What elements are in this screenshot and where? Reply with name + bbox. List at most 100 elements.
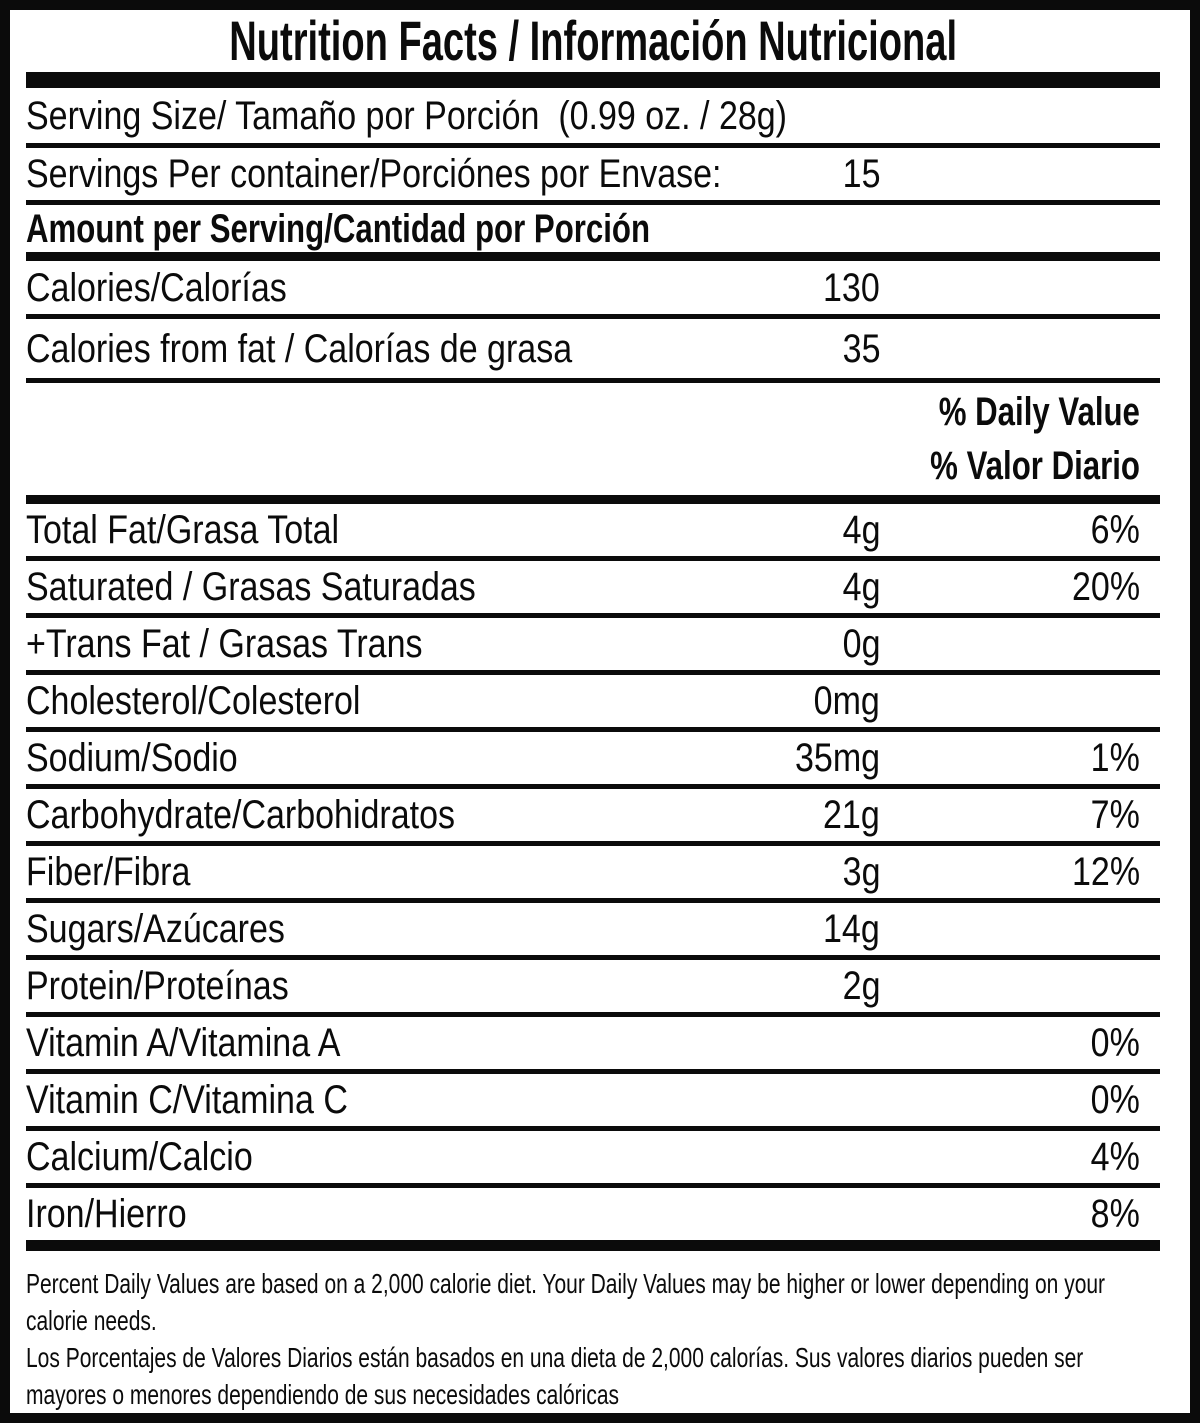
nutrient-daily-value: 0%: [1090, 1021, 1140, 1065]
nutrient-label: Vitamin A/Vitamina A: [26, 1021, 341, 1065]
nutrient-label-cell: Calcium/Calcio: [26, 1137, 580, 1177]
nutrient-amount: 2g: [842, 964, 880, 1008]
nutrient-row-carbohydrate: Carbohydrate/Carbohidratos 21g 7%: [26, 789, 1160, 846]
servings-per-container-cell: Servings Per container/Porciónes por Env…: [26, 154, 721, 194]
serving-size-label: Serving Size/ Tamaño por Porción (0.99 o…: [26, 93, 788, 138]
nutrient-dv-cell: 7%: [880, 795, 1160, 835]
nutrient-label-cell: Iron/Hierro: [26, 1194, 580, 1234]
serving-size-row: Serving Size/ Tamaño por Porción (0.99 o…: [26, 88, 1160, 148]
nutrient-dv-cell: 4%: [880, 1137, 1160, 1177]
nutrient-dv-cell: [880, 966, 1160, 1006]
nutrient-label: Sodium/Sodio: [26, 736, 238, 780]
nutrient-label: Iron/Hierro: [26, 1192, 187, 1236]
nutrient-amount: 3g: [842, 850, 880, 894]
nutrient-amount: 0mg: [813, 679, 880, 723]
nutrient-row-trans-fat: +Trans Fat / Grasas Trans 0g: [26, 618, 1160, 675]
nutrient-row-vitamin-a: Vitamin A/Vitamina A 0%: [26, 1017, 1160, 1074]
nutrient-amount-cell: 4g: [580, 567, 880, 607]
footnote-line-es-2: mayores o menores dependiendo de sus nec…: [26, 1379, 620, 1410]
nutrient-amount-cell: [580, 1194, 880, 1234]
calories-row: Calories/Calorías 130: [26, 261, 1160, 319]
label-title-text: Nutrition Facts / Información Nutriciona…: [229, 9, 957, 72]
nutrient-amount-cell: 21g: [580, 795, 880, 835]
footnote-line-es-1: Los Porcentajes de Valores Diarios están…: [26, 1342, 1084, 1373]
nutrient-label-cell: Protein/Proteínas: [26, 966, 580, 1006]
nutrient-label: Saturated / Grasas Saturadas: [26, 565, 476, 609]
nutrient-label-cell: +Trans Fat / Grasas Trans: [26, 624, 580, 664]
nutrient-label-cell: Fiber/Fibra: [26, 852, 580, 892]
servings-per-container-value: 15: [842, 152, 880, 196]
nutrient-row-vitamin-c: Vitamin C/Vitamina C 0%: [26, 1074, 1160, 1131]
nutrient-daily-value: 12%: [1071, 850, 1140, 894]
nutrient-amount: 4g: [842, 565, 880, 609]
footnote-line-en-1: Percent Daily Values are based on a 2,00…: [26, 1268, 1106, 1299]
nutrient-amount-cell: [580, 1080, 880, 1120]
nutrient-label: Total Fat/Grasa Total: [26, 508, 340, 552]
nutrient-amount-cell: 2g: [580, 966, 880, 1006]
nutrient-dv-cell: 20%: [880, 567, 1160, 607]
footnote-line-en-2: calorie needs.: [26, 1305, 157, 1336]
calories-value-cell: 130: [580, 268, 880, 308]
nutrient-row-fiber: Fiber/Fibra 3g 12%: [26, 846, 1160, 903]
nutrient-label: Cholesterol/Colesterol: [26, 679, 361, 723]
nutrient-label: Fiber/Fibra: [26, 850, 191, 894]
calories-from-fat-cell: Calories from fat / Calorías de grasa: [26, 329, 580, 369]
nutrient-dv-cell: 1%: [880, 738, 1160, 778]
servings-per-container-label: Servings Per container/Porciónes por Env…: [26, 152, 722, 196]
calories-from-fat-row: Calories from fat / Calorías de grasa 35: [26, 319, 1160, 383]
nutrient-daily-value: 7%: [1090, 793, 1140, 837]
footnote: Percent Daily Values are based on a 2,00…: [26, 1251, 1160, 1413]
daily-value-header: % Daily Value % Valor Diario: [26, 383, 1160, 504]
nutrient-label-cell: Vitamin C/Vitamina C: [26, 1080, 580, 1120]
nutrient-dv-cell: 12%: [880, 852, 1160, 892]
nutrient-amount-cell: 0mg: [580, 681, 880, 721]
nutrient-amount: 35mg: [794, 736, 880, 780]
nutrient-daily-value: 20%: [1071, 565, 1140, 609]
calories-from-fat-label: Calories from fat / Calorías de grasa: [26, 326, 573, 371]
calories-value: 130: [823, 265, 880, 310]
amount-per-serving-cell: Amount per Serving/Cantidad por Porción: [26, 209, 650, 249]
nutrient-dv-cell: 0%: [880, 1023, 1160, 1063]
nutrient-label: Vitamin C/Vitamina C: [26, 1078, 348, 1122]
nutrient-amount-cell: 35mg: [580, 738, 880, 778]
nutrient-row-sodium: Sodium/Sodio 35mg 1%: [26, 732, 1160, 789]
nutrient-label-cell: Saturated / Grasas Saturadas: [26, 567, 580, 607]
nutrient-label-cell: Cholesterol/Colesterol: [26, 681, 580, 721]
amount-per-serving-row: Amount per Serving/Cantidad por Porción: [26, 205, 1160, 261]
calories-cell: Calories/Calorías: [26, 268, 580, 308]
calories-label: Calories/Calorías: [26, 265, 287, 310]
nutrient-daily-value: 1%: [1090, 736, 1140, 780]
nutrient-row-cholesterol: Cholesterol/Colesterol 0mg: [26, 675, 1160, 732]
nutrient-label: Sugars/Azúcares: [26, 907, 285, 951]
nutrient-amount-cell: 0g: [580, 624, 880, 664]
nutrient-label-cell: Sodium/Sodio: [26, 738, 580, 778]
nutrient-row-calcium: Calcium/Calcio 4%: [26, 1131, 1160, 1188]
nutrient-amount-cell: 14g: [580, 909, 880, 949]
nutrient-label: Calcium/Calcio: [26, 1135, 253, 1179]
nutrient-dv-cell: [880, 624, 1160, 664]
daily-value-header-es: % Valor Diario: [930, 444, 1140, 488]
nutrient-daily-value: 0%: [1090, 1078, 1140, 1122]
calories-from-fat-value: 35: [842, 326, 880, 371]
nutrient-row-iron: Iron/Hierro 8%: [26, 1188, 1160, 1251]
nutrient-label-cell: Sugars/Azúcares: [26, 909, 580, 949]
servings-per-container-value-cell: 15: [580, 154, 880, 194]
nutrient-amount-cell: [580, 1137, 880, 1177]
nutrient-label: Protein/Proteínas: [26, 964, 289, 1008]
nutrient-row-total-fat: Total Fat/Grasa Total 4g 6%: [26, 504, 1160, 561]
nutrient-label: +Trans Fat / Grasas Trans: [26, 622, 423, 666]
nutrient-daily-value: 6%: [1090, 508, 1140, 552]
calories-from-fat-value-cell: 35: [580, 329, 880, 369]
daily-value-header-en: % Daily Value: [938, 390, 1140, 434]
nutrient-row-protein: Protein/Proteínas 2g: [26, 960, 1160, 1017]
nutrient-label: Carbohydrate/Carbohidratos: [26, 793, 456, 837]
nutrient-label-cell: Carbohydrate/Carbohidratos: [26, 795, 580, 835]
nutrient-label-cell: Vitamin A/Vitamina A: [26, 1023, 580, 1063]
nutrient-dv-cell: [880, 909, 1160, 949]
nutrient-dv-cell: 0%: [880, 1080, 1160, 1120]
serving-size-cell: Serving Size/ Tamaño por Porción (0.99 o…: [26, 96, 787, 136]
nutrient-amount-cell: 3g: [580, 852, 880, 892]
nutrient-amount: 4g: [842, 508, 880, 552]
nutrient-amount-cell: 4g: [580, 510, 880, 550]
